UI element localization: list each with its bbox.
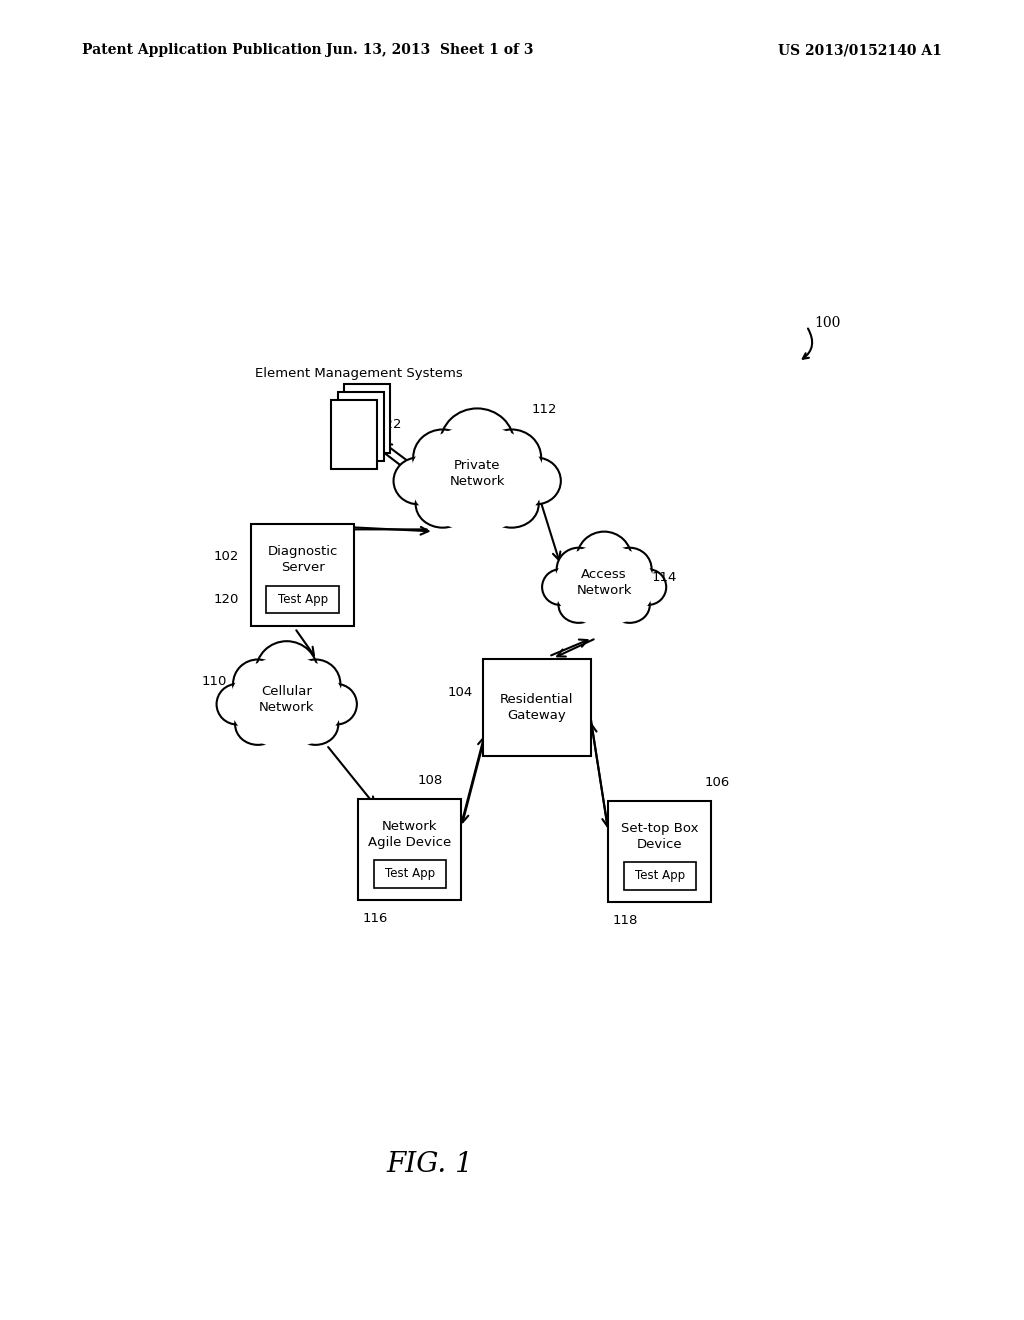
Ellipse shape xyxy=(236,704,281,744)
Ellipse shape xyxy=(584,587,625,623)
Text: 100: 100 xyxy=(814,315,841,330)
Ellipse shape xyxy=(484,480,539,528)
Text: Test App: Test App xyxy=(278,593,328,606)
Ellipse shape xyxy=(230,656,343,748)
Bar xyxy=(338,392,384,461)
Ellipse shape xyxy=(554,545,654,626)
Ellipse shape xyxy=(291,660,340,709)
Ellipse shape xyxy=(264,704,309,744)
Text: US 2013/0152140 A1: US 2013/0152140 A1 xyxy=(778,44,942,57)
Bar xyxy=(251,524,354,626)
Text: 114: 114 xyxy=(651,570,677,583)
Ellipse shape xyxy=(557,548,600,590)
Text: Diagnostic
Server: Diagnostic Server xyxy=(267,545,338,574)
Ellipse shape xyxy=(609,587,650,623)
Text: 104: 104 xyxy=(447,685,473,698)
Text: Cellular
Network: Cellular Network xyxy=(259,685,314,714)
Text: Network
Agile Device: Network Agile Device xyxy=(368,820,452,849)
Ellipse shape xyxy=(542,569,579,605)
Text: Private
Network: Private Network xyxy=(450,459,505,488)
Bar xyxy=(608,801,712,903)
Ellipse shape xyxy=(393,458,442,504)
Bar xyxy=(482,659,591,755)
Text: Jun. 13, 2013  Sheet 1 of 3: Jun. 13, 2013 Sheet 1 of 3 xyxy=(327,44,534,57)
Ellipse shape xyxy=(558,587,599,623)
Text: 116: 116 xyxy=(362,912,387,925)
Text: Residential
Gateway: Residential Gateway xyxy=(500,693,573,722)
Ellipse shape xyxy=(293,704,338,744)
Ellipse shape xyxy=(216,684,258,725)
Ellipse shape xyxy=(315,684,357,725)
Ellipse shape xyxy=(512,458,561,504)
Text: 108: 108 xyxy=(418,774,443,787)
Text: Patent Application Publication: Patent Application Publication xyxy=(82,44,322,57)
Text: 110: 110 xyxy=(202,676,227,688)
Text: 102: 102 xyxy=(214,550,240,564)
Bar xyxy=(624,862,696,890)
Ellipse shape xyxy=(410,426,545,531)
Text: 120: 120 xyxy=(214,593,240,606)
Text: FIG. 1: FIG. 1 xyxy=(387,1151,473,1177)
Text: 122: 122 xyxy=(377,418,401,432)
Bar xyxy=(266,586,339,614)
Bar xyxy=(344,384,390,453)
Ellipse shape xyxy=(256,642,317,702)
Text: 112: 112 xyxy=(531,403,557,416)
Ellipse shape xyxy=(414,429,472,486)
Ellipse shape xyxy=(577,532,632,585)
Text: Test App: Test App xyxy=(635,870,685,883)
Ellipse shape xyxy=(482,429,541,486)
Ellipse shape xyxy=(233,660,283,709)
Bar xyxy=(374,861,445,887)
Bar xyxy=(358,799,461,900)
Ellipse shape xyxy=(451,480,504,528)
Ellipse shape xyxy=(416,480,470,528)
Text: Set-top Box
Device: Set-top Box Device xyxy=(621,822,698,851)
Text: Access
Network: Access Network xyxy=(577,568,632,597)
Text: Test App: Test App xyxy=(385,867,435,880)
Ellipse shape xyxy=(608,548,651,590)
Ellipse shape xyxy=(630,569,667,605)
Bar xyxy=(331,400,377,470)
Text: Element Management Systems: Element Management Systems xyxy=(255,367,463,380)
Text: 106: 106 xyxy=(705,776,730,789)
Text: 118: 118 xyxy=(612,915,638,927)
Ellipse shape xyxy=(440,408,514,479)
